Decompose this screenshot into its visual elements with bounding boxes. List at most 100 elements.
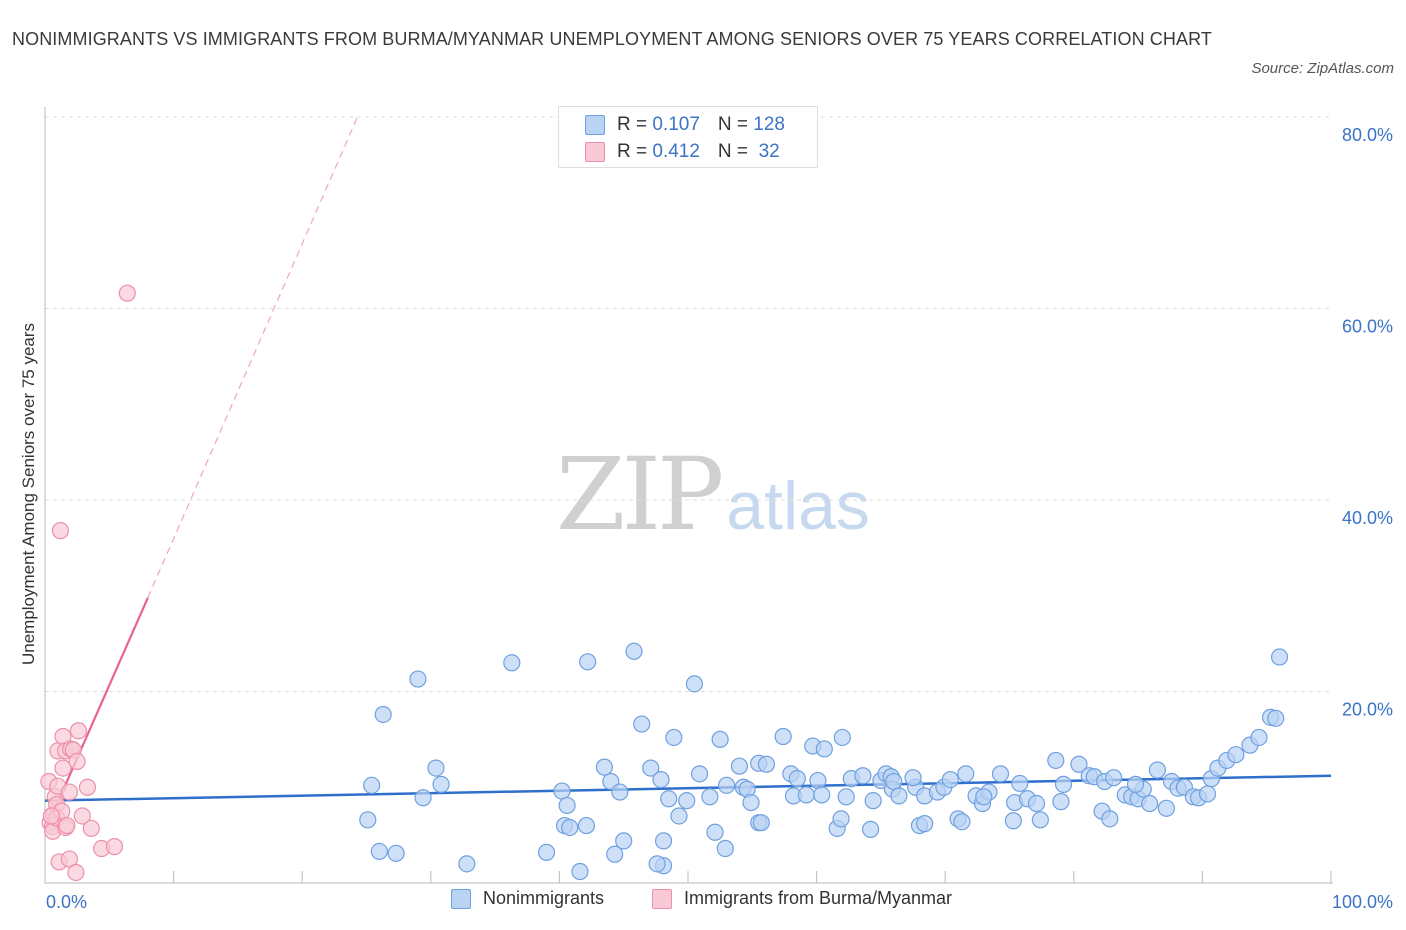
point-nonimmigrant bbox=[941, 770, 959, 789]
legend-item-nonimmigrants[interactable]: Nonimmigrants bbox=[451, 888, 604, 909]
legend-swatch-blue bbox=[585, 115, 605, 135]
legend-n-label: N = bbox=[717, 114, 754, 135]
grid-lines bbox=[45, 116, 1331, 692]
point-nonimmigrant bbox=[1031, 811, 1049, 829]
point-nonimmigrant bbox=[916, 815, 934, 833]
point-nonimmigrant bbox=[885, 772, 903, 791]
point-nonimmigrant bbox=[660, 790, 678, 808]
point-nonimmigrant bbox=[1047, 751, 1065, 770]
point-nonimmigrant bbox=[1198, 785, 1217, 803]
point-nonimmigrant bbox=[953, 813, 971, 831]
point-nonimmigrant bbox=[537, 843, 556, 861]
point-nonimmigrant bbox=[359, 811, 377, 829]
point-nonimmigrant bbox=[561, 818, 579, 837]
point-immigrant bbox=[105, 838, 124, 856]
point-immigrant bbox=[118, 284, 136, 302]
point-immigrant bbox=[54, 759, 72, 777]
point-nonimmigrant bbox=[577, 816, 596, 835]
point-immigrant bbox=[73, 807, 91, 825]
point-nonimmigrant bbox=[975, 788, 993, 806]
legend-row-immigrants: R = 0.412 N = 32 bbox=[585, 140, 780, 164]
legend-n-label: N = bbox=[717, 141, 754, 162]
point-nonimmigrant bbox=[633, 715, 651, 733]
point-nonimmigrant bbox=[717, 776, 736, 794]
point-nonimmigrant bbox=[757, 755, 776, 773]
point-nonimmigrant bbox=[558, 796, 576, 815]
watermark-zip: ZIP bbox=[556, 436, 724, 553]
point-nonimmigrant bbox=[595, 758, 614, 776]
point-nonimmigrant bbox=[611, 783, 629, 801]
point-immigrant bbox=[82, 819, 100, 838]
point-nonimmigrant bbox=[606, 845, 624, 863]
point-nonimmigrant bbox=[387, 844, 405, 862]
point-immigrant bbox=[51, 522, 70, 540]
x-tick-label: 0.0% bbox=[46, 892, 87, 912]
point-nonimmigrant bbox=[890, 787, 908, 805]
point-nonimmigrant bbox=[1070, 755, 1088, 773]
point-nonimmigrant bbox=[1267, 709, 1285, 727]
y-tick-label: 20.0% bbox=[1342, 700, 1393, 720]
point-nonimmigrant bbox=[864, 792, 882, 810]
y-tick-label: 40.0% bbox=[1342, 508, 1393, 528]
point-nonimmigrant bbox=[862, 820, 880, 838]
point-nonimmigrant bbox=[1027, 794, 1046, 813]
data-points bbox=[40, 284, 1289, 882]
stats-legend: R = 0.107 N = 128 R = 0.412 N = 32 bbox=[558, 106, 818, 168]
point-nonimmigrant bbox=[615, 832, 633, 850]
point-nonimmigrant bbox=[579, 653, 597, 671]
point-immigrant bbox=[42, 807, 61, 825]
point-nonimmigrant bbox=[788, 770, 806, 788]
point-nonimmigrant bbox=[553, 782, 571, 800]
legend-row-nonimmigrants: R = 0.107 N = 128 bbox=[585, 113, 785, 137]
tick-labels: 20.0% 40.0% 60.0% 80.0% 0.0% 100.0% bbox=[46, 125, 1393, 912]
point-nonimmigrant bbox=[797, 786, 815, 804]
point-nonimmigrant bbox=[837, 788, 855, 806]
series-legend: Nonimmigrants Immigrants from Burma/Myan… bbox=[0, 888, 1406, 916]
point-nonimmigrant bbox=[813, 786, 831, 804]
point-nonimmigrant bbox=[648, 855, 666, 873]
point-nonimmigrant bbox=[957, 765, 975, 783]
point-nonimmigrant bbox=[1052, 793, 1070, 811]
point-nonimmigrant bbox=[409, 670, 427, 688]
point-nonimmigrant bbox=[625, 642, 643, 660]
point-nonimmigrant bbox=[730, 757, 749, 775]
point-nonimmigrant bbox=[706, 823, 724, 841]
watermark: ZIPatlas bbox=[556, 440, 870, 561]
legend-item-immigrants[interactable]: Immigrants from Burma/Myanmar bbox=[652, 888, 952, 909]
point-nonimmigrant bbox=[774, 727, 792, 746]
point-nonimmigrant bbox=[833, 728, 851, 747]
legend-r-label: R = bbox=[617, 141, 653, 162]
point-nonimmigrant bbox=[1148, 761, 1166, 779]
legend-label: Immigrants from Burma/Myanmar bbox=[684, 888, 953, 908]
point-nonimmigrant bbox=[809, 771, 827, 790]
point-nonimmigrant bbox=[432, 775, 450, 793]
point-immigrant bbox=[58, 816, 76, 835]
point-nonimmigrant bbox=[503, 654, 521, 672]
legend-n-value: 128 bbox=[753, 114, 785, 135]
legend-swatch-pink bbox=[652, 888, 672, 909]
point-nonimmigrant bbox=[1054, 775, 1073, 793]
point-nonimmigrant bbox=[374, 705, 392, 724]
point-nonimmigrant bbox=[832, 810, 850, 828]
point-nonimmigrant bbox=[1105, 769, 1123, 787]
point-nonimmigrant bbox=[571, 862, 589, 881]
point-nonimmigrant bbox=[690, 765, 709, 783]
point-immigrant bbox=[67, 863, 85, 882]
legend-swatch-blue bbox=[451, 888, 471, 909]
point-nonimmigrant bbox=[1157, 799, 1175, 817]
point-nonimmigrant bbox=[1126, 775, 1145, 793]
point-nonimmigrant bbox=[1250, 728, 1268, 747]
chart-title: NONIMMIGRANTS VS IMMIGRANTS FROM BURMA/M… bbox=[12, 29, 1212, 49]
y-tick-label: 60.0% bbox=[1342, 317, 1393, 337]
point-nonimmigrant bbox=[1270, 648, 1289, 666]
point-nonimmigrant bbox=[685, 675, 704, 693]
point-immigrant bbox=[68, 752, 86, 770]
point-nonimmigrant bbox=[1011, 774, 1029, 793]
point-nonimmigrant bbox=[711, 730, 729, 748]
point-nonimmigrant bbox=[854, 767, 872, 785]
legend-r-label: R = bbox=[617, 114, 653, 135]
point-nonimmigrant bbox=[904, 769, 922, 787]
point-nonimmigrant bbox=[458, 855, 476, 873]
point-nonimmigrant bbox=[1004, 812, 1022, 830]
trend-extension-immigrant bbox=[147, 116, 359, 598]
